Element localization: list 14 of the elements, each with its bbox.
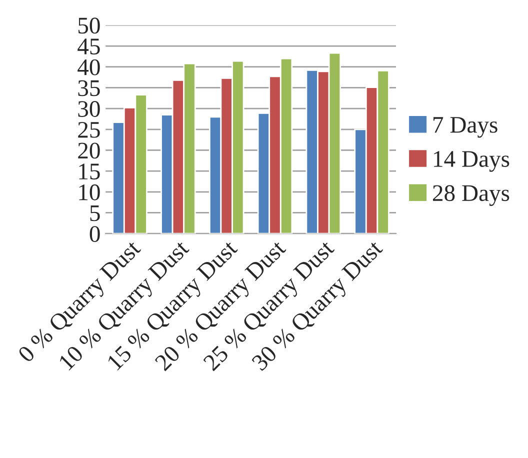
y-tick-label: 45: [78, 38, 100, 54]
legend-label: 7 Days: [434, 117, 498, 138]
y-tick-label: 50: [78, 18, 100, 34]
y-tick-label: 10: [79, 184, 100, 200]
y-tick-label: 15: [79, 164, 100, 180]
y-tick-label: 35: [78, 80, 100, 96]
y-tick-label: 5: [90, 205, 100, 222]
legend-label: 28 Days: [432, 185, 510, 206]
y-tick-label: 40: [78, 59, 100, 76]
legend-label: 14 Days: [434, 151, 510, 172]
y-tick-label: 25: [78, 122, 100, 138]
y-tick-label: 20: [78, 142, 100, 159]
y-tick-label: 0: [90, 226, 100, 242]
y-tick-label: 30: [78, 101, 100, 117]
